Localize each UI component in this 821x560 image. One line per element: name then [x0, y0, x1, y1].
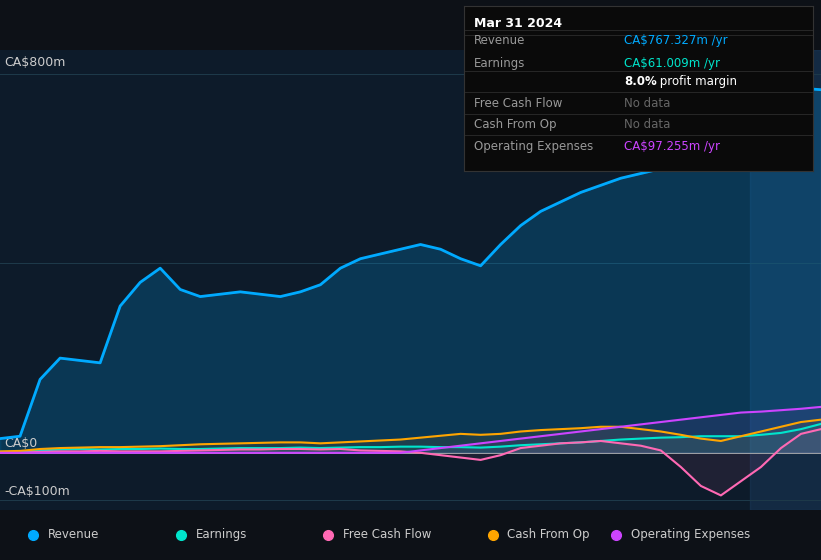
Text: Operating Expenses: Operating Expenses	[475, 139, 594, 152]
Text: Earnings: Earnings	[475, 57, 525, 70]
Text: Operating Expenses: Operating Expenses	[631, 528, 750, 542]
Text: Mar 31 2024: Mar 31 2024	[475, 17, 562, 30]
Text: CA$61.009m /yr: CA$61.009m /yr	[624, 57, 720, 70]
Text: Cash From Op: Cash From Op	[507, 528, 589, 542]
Text: Free Cash Flow: Free Cash Flow	[343, 528, 432, 542]
Text: -CA$100m: -CA$100m	[4, 485, 70, 498]
Text: Cash From Op: Cash From Op	[475, 118, 557, 131]
Text: No data: No data	[624, 96, 671, 110]
Text: 8.0%: 8.0%	[624, 75, 657, 88]
Text: CA$0: CA$0	[4, 437, 37, 450]
Bar	[750, 50, 821, 510]
Text: CA$800m: CA$800m	[4, 57, 66, 69]
Text: Earnings: Earnings	[195, 528, 247, 542]
Text: Revenue: Revenue	[475, 34, 525, 47]
Text: Revenue: Revenue	[48, 528, 99, 542]
Text: profit margin: profit margin	[656, 75, 736, 88]
Text: CA$767.327m /yr: CA$767.327m /yr	[624, 34, 728, 47]
Text: No data: No data	[624, 118, 671, 131]
Text: CA$97.255m /yr: CA$97.255m /yr	[624, 139, 720, 152]
Text: Free Cash Flow: Free Cash Flow	[475, 96, 562, 110]
